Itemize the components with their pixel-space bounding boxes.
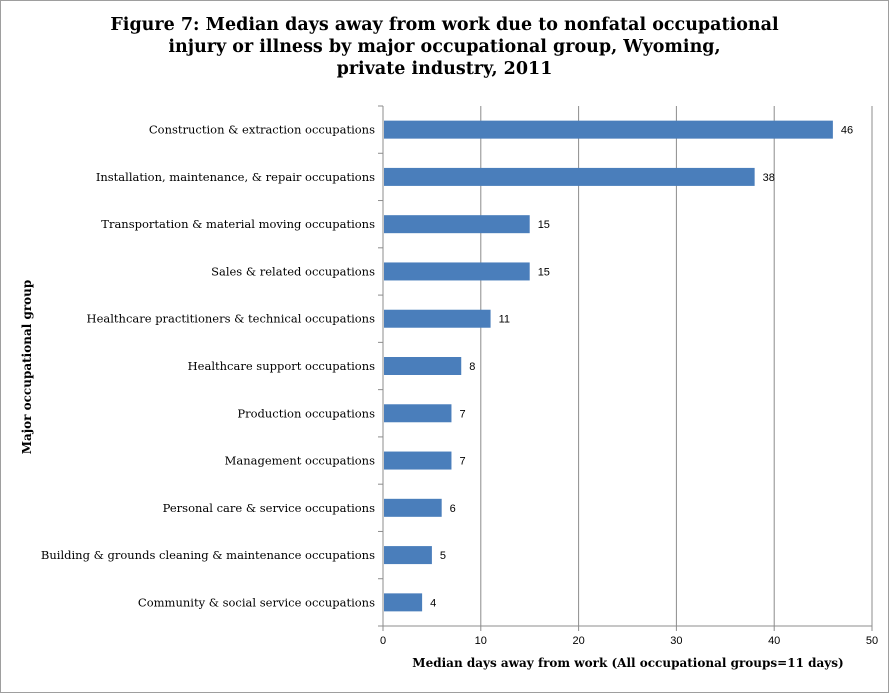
bar bbox=[384, 215, 530, 234]
bar bbox=[384, 357, 462, 375]
chart-title-line-1: Figure 7: Median days away from work due… bbox=[110, 15, 779, 35]
chart-title-line-3: private industry, 2011 bbox=[336, 59, 553, 79]
bar bbox=[384, 546, 432, 565]
category-label: Community & social service occupations bbox=[138, 595, 375, 609]
data-label: 6 bbox=[450, 503, 456, 515]
x-tick-label: 10 bbox=[475, 635, 487, 647]
category-label: Installation, maintenance, & repair occu… bbox=[96, 170, 375, 184]
bar bbox=[384, 593, 423, 612]
x-tick-label: 0 bbox=[380, 635, 386, 647]
category-label: Healthcare practitioners & technical occ… bbox=[87, 312, 376, 326]
data-label: 7 bbox=[459, 408, 465, 420]
data-label: 11 bbox=[499, 314, 510, 326]
axes: 0 10 20 30 40 50 bbox=[378, 105, 878, 647]
category-label: Management occupations bbox=[225, 454, 376, 468]
x-tick-label: 30 bbox=[670, 635, 682, 647]
category-label: Sales & related occupations bbox=[211, 264, 375, 278]
data-label: 7 bbox=[459, 456, 465, 468]
x-tick-label: 20 bbox=[572, 635, 584, 647]
data-label: 4 bbox=[430, 597, 436, 609]
data-label: 5 bbox=[440, 550, 446, 562]
bar bbox=[384, 404, 452, 423]
category-label: Healthcare support occupations bbox=[188, 359, 375, 373]
bar bbox=[384, 120, 833, 139]
bar bbox=[384, 451, 452, 470]
bar bbox=[384, 498, 442, 517]
category-label: Production occupations bbox=[237, 406, 375, 420]
chart-title: Figure 7: Median days away from work due… bbox=[0, 14, 889, 80]
category-label: Transportation & material moving occupat… bbox=[101, 217, 375, 231]
bar bbox=[384, 309, 491, 328]
bars bbox=[384, 120, 833, 612]
bar bbox=[384, 262, 530, 281]
labels: Construction & extraction occupations 46I… bbox=[41, 123, 853, 610]
data-label: 15 bbox=[538, 219, 550, 231]
gridlines bbox=[480, 106, 873, 626]
data-label: 38 bbox=[763, 172, 775, 184]
category-label: Building & grounds cleaning & maintenanc… bbox=[41, 548, 375, 562]
category-label: Personal care & service occupations bbox=[163, 501, 375, 515]
category-label: Construction & extraction occupations bbox=[149, 123, 375, 137]
bar bbox=[384, 167, 755, 186]
x-tick-label: 50 bbox=[866, 635, 878, 647]
chart-title-line-2: injury or illness by major occupational … bbox=[168, 37, 721, 57]
data-label: 8 bbox=[469, 361, 475, 373]
data-label: 15 bbox=[538, 266, 550, 278]
x-tick-label: 40 bbox=[768, 635, 780, 647]
x-axis-label: Median days away from work (All occupati… bbox=[412, 656, 844, 670]
data-label: 46 bbox=[841, 125, 853, 137]
